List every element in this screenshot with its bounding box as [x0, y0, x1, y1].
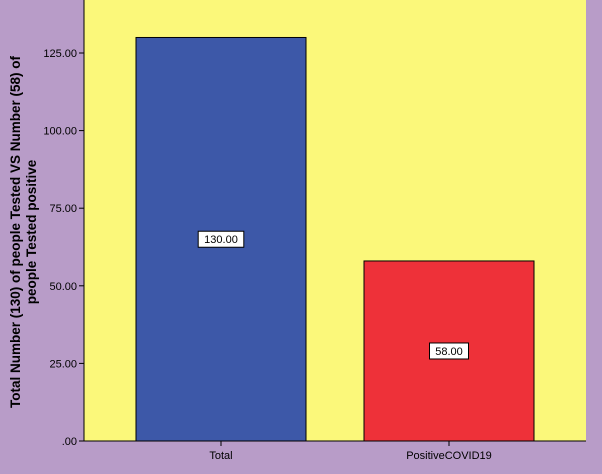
y-tick-label: 50.00: [49, 281, 77, 293]
x-tick-label: PositiveCOVID19: [406, 450, 492, 462]
y-tick-label: .00: [62, 436, 77, 448]
data-labels-group: 130.00 58.00: [197, 230, 469, 360]
data-label-box-total: [197, 230, 245, 248]
data-label-positivecovid19: 58.00: [435, 346, 463, 358]
data-label-box-positivecovid19: [429, 342, 469, 360]
y-tick-label: 100.00: [43, 126, 77, 138]
y-axis-label-line-1: Total Number (130) of people Tested VS N…: [8, 55, 23, 408]
x-tick-label: Total: [209, 450, 232, 462]
y-axis-label: Total Number (130) of people Tested VS N…: [8, 55, 39, 408]
y-tick-label: 25.00: [49, 358, 77, 370]
y-axis-label-line-2: people Tested positive: [24, 159, 39, 304]
x-axis-ticks: Total PositiveCOVID19: [209, 441, 492, 462]
y-axis-ticks: .00 25.00 50.00 75.00 100.00 125.00: [43, 48, 84, 448]
data-label-total: 130.00: [204, 234, 238, 246]
y-tick-label: 75.00: [49, 203, 77, 215]
y-tick-label: 125.00: [43, 48, 77, 60]
